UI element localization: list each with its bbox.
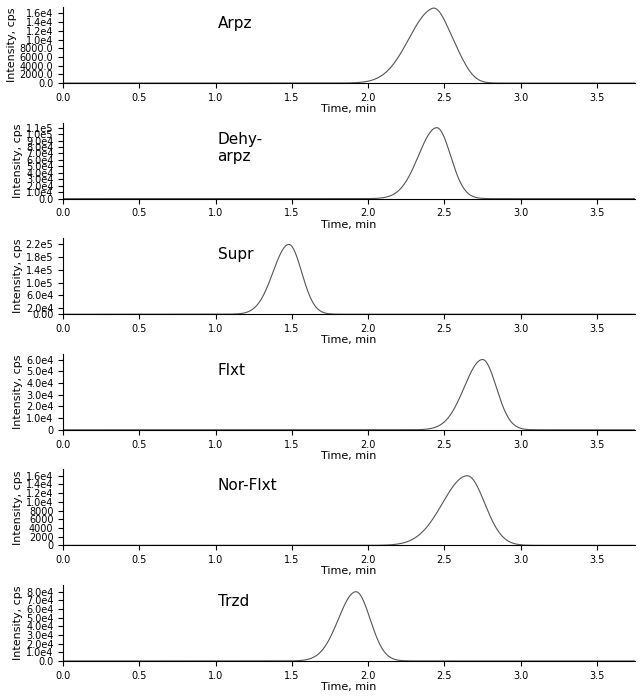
Text: Dehy-
arpz: Dehy- arpz xyxy=(218,131,263,164)
Text: Trzd: Trzd xyxy=(218,594,249,609)
Y-axis label: Intensity, cps: Intensity, cps xyxy=(13,470,23,545)
Y-axis label: Intensity, cps: Intensity, cps xyxy=(7,8,17,82)
Text: Flxt: Flxt xyxy=(218,363,246,377)
X-axis label: Time, min: Time, min xyxy=(322,682,377,692)
Y-axis label: Intensity, cps: Intensity, cps xyxy=(13,239,23,313)
Text: Supr: Supr xyxy=(218,247,253,262)
X-axis label: Time, min: Time, min xyxy=(322,104,377,114)
Y-axis label: Intensity, cps: Intensity, cps xyxy=(13,123,23,198)
Text: Arpz: Arpz xyxy=(218,16,252,31)
Text: Nor-Flxt: Nor-Flxt xyxy=(218,478,277,493)
X-axis label: Time, min: Time, min xyxy=(322,219,377,230)
Y-axis label: Intensity, cps: Intensity, cps xyxy=(13,354,23,429)
X-axis label: Time, min: Time, min xyxy=(322,566,377,577)
Y-axis label: Intensity, cps: Intensity, cps xyxy=(13,586,23,660)
X-axis label: Time, min: Time, min xyxy=(322,336,377,345)
X-axis label: Time, min: Time, min xyxy=(322,451,377,461)
